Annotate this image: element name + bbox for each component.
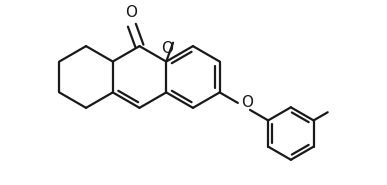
Text: O: O: [125, 5, 137, 20]
Text: O: O: [241, 95, 253, 110]
Text: O: O: [162, 41, 174, 56]
